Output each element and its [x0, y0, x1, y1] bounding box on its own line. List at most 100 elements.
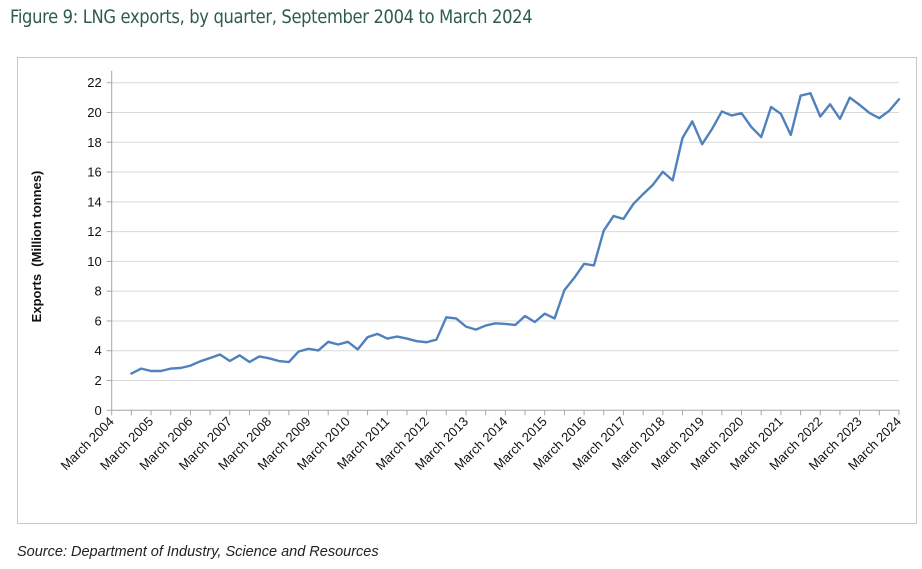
data-point [366, 336, 368, 338]
y-tick-label: 16 [87, 165, 101, 180]
data-point [484, 324, 486, 326]
data-point [573, 277, 575, 279]
series-line-lng-exports [130, 92, 901, 375]
data-point [593, 264, 595, 266]
data-point [130, 372, 132, 374]
y-tick-label: 20 [87, 105, 101, 120]
data-point [553, 317, 555, 319]
data-point [878, 117, 880, 119]
data-point [563, 289, 565, 291]
data-point [534, 321, 536, 323]
data-point [819, 115, 821, 117]
data-point [760, 136, 762, 138]
chart-frame: 0 2 4 6 8 10 12 14 16 18 20 22 March 2004 March 2005… [17, 57, 917, 524]
series-layer [130, 92, 901, 375]
data-point [209, 357, 211, 359]
data-point [799, 94, 801, 96]
data-point [681, 137, 683, 139]
data-point [858, 104, 860, 106]
data-point [829, 103, 831, 105]
data-point [622, 218, 624, 220]
data-point [337, 343, 339, 345]
data-point [347, 341, 349, 343]
data-point [514, 324, 516, 326]
y-tick-label: 10 [87, 254, 101, 269]
y-tick-label: 22 [87, 75, 101, 90]
data-point [288, 361, 290, 363]
data-point [475, 328, 477, 330]
data-point [603, 229, 605, 231]
y-tick-label: 6 [94, 313, 101, 328]
data-point [179, 367, 181, 369]
data-point [839, 118, 841, 120]
data-point [416, 340, 418, 342]
data-point [170, 367, 172, 369]
data-point [701, 143, 703, 145]
data-point [268, 357, 270, 359]
data-point [868, 112, 870, 114]
y-tick-label: 18 [87, 135, 101, 150]
y-tick-label: 14 [87, 194, 101, 209]
data-point [317, 349, 319, 351]
data-point [189, 364, 191, 366]
data-point [386, 337, 388, 339]
data-point [465, 325, 467, 327]
data-point [612, 215, 614, 217]
data-point [150, 370, 152, 372]
data-point [750, 126, 752, 128]
data-point [671, 179, 673, 181]
data-point [278, 360, 280, 362]
y-tick-label: 0 [94, 403, 101, 418]
data-point [199, 360, 201, 362]
data-point [642, 193, 644, 195]
data-point [524, 315, 526, 317]
data-point [376, 333, 378, 335]
data-point [504, 323, 506, 325]
data-point [445, 316, 447, 318]
data-point [888, 110, 890, 112]
data-point [809, 92, 811, 94]
axes [106, 70, 900, 416]
data-point [691, 120, 693, 122]
data-point [357, 348, 359, 350]
data-point [740, 112, 742, 114]
data-point [632, 203, 634, 205]
data-point [307, 348, 309, 350]
data-point [396, 335, 398, 337]
data-point [219, 353, 221, 355]
y-tick-label: 4 [94, 343, 101, 358]
y-tick-label: 2 [94, 373, 101, 388]
gridlines [111, 82, 899, 382]
y-tick-label: 8 [94, 284, 101, 299]
data-point [248, 361, 250, 363]
data-point [790, 134, 792, 136]
data-point [238, 354, 240, 356]
data-point [258, 355, 260, 357]
data-point [662, 171, 664, 173]
data-point [730, 114, 732, 116]
figure-title: Figure 9: LNG exports, by quarter, Septe… [10, 6, 533, 28]
data-point [455, 317, 457, 319]
data-point [406, 337, 408, 339]
source-note: Source: Department of Industry, Science … [17, 544, 379, 560]
data-point [652, 184, 654, 186]
y-tick-label: 12 [87, 224, 101, 239]
data-point [583, 263, 585, 265]
y-tick-labels: 0 2 4 6 8 10 12 14 16 18 20 22 [87, 75, 101, 418]
data-point [721, 110, 723, 112]
data-point [229, 360, 231, 362]
data-point [780, 113, 782, 115]
data-point [327, 341, 329, 343]
data-point [297, 350, 299, 352]
data-point [711, 128, 713, 130]
y-axis-title: Exports (Million tonnes) [29, 171, 44, 323]
data-point [544, 312, 546, 314]
data-point [849, 96, 851, 98]
data-point [494, 322, 496, 324]
data-point [435, 338, 437, 340]
data-point [140, 367, 142, 369]
data-point [160, 370, 162, 372]
data-point [425, 341, 427, 343]
